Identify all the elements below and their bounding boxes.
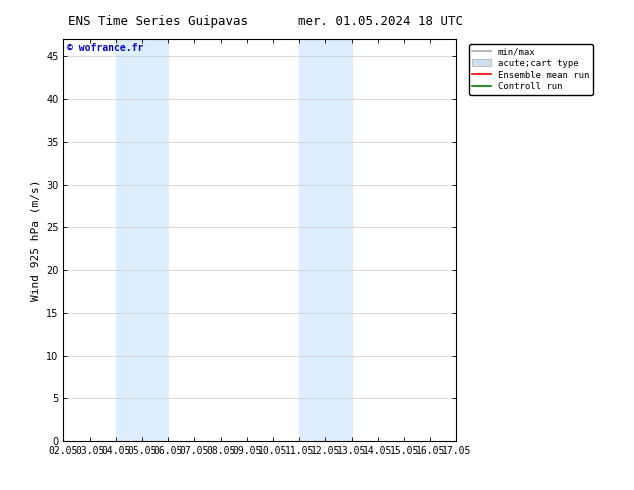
Y-axis label: Wind 925 hPa (m/s): Wind 925 hPa (m/s) [30, 179, 41, 301]
Text: © wofrance.fr: © wofrance.fr [67, 43, 144, 53]
Bar [299, 39, 352, 441]
Bar [116, 39, 168, 441]
Legend: min/max, acute;cart type, Ensemble mean run, Controll run: min/max, acute;cart type, Ensemble mean … [469, 44, 593, 95]
Text: ENS Time Series Guipavas: ENS Time Series Guipavas [68, 15, 249, 28]
Text: mer. 01.05.2024 18 UTC: mer. 01.05.2024 18 UTC [298, 15, 463, 28]
